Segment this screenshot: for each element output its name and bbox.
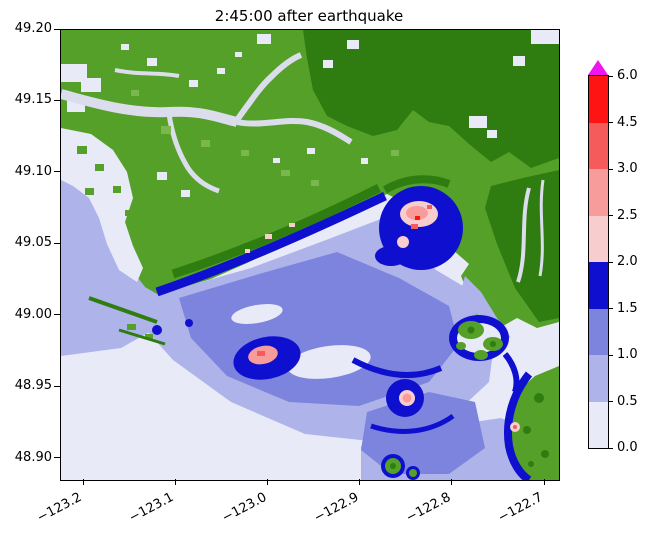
chart-title: 2:45:00 after earthquake: [214, 7, 404, 25]
y-tick-mark: [54, 242, 60, 244]
colorbar-tick-mark: [609, 75, 613, 77]
y-tick-label: 48.90: [14, 449, 52, 465]
colorbar-tick-mark: [609, 261, 613, 263]
colorbar-tick-label: 1.0: [617, 347, 638, 362]
colorbar-tick-mark: [609, 447, 613, 449]
colorbar-tick-label: 2.0: [617, 254, 638, 269]
x-tick-label: −123.1: [127, 489, 177, 526]
colorbar-tick-mark: [609, 401, 613, 402]
colorbar-tick-mark: [609, 215, 613, 216]
y-tick-mark: [54, 28, 60, 30]
colorbar-tick-label: 3.0: [617, 161, 638, 176]
colorbar-tick-label: 1.5: [617, 300, 638, 316]
colorbar-tick-label: 6.0: [617, 68, 638, 83]
y-tick-label: 49.20: [14, 21, 52, 36]
x-tick-label: −122.8: [403, 489, 454, 526]
colorbar-tick-mark: [609, 122, 613, 123]
colorbar-segment: [589, 354, 608, 402]
colorbar-over-arrow: [588, 60, 608, 75]
wave-bright-red-layer: [415, 216, 420, 220]
noise-lightgreen-layer: [131, 90, 399, 186]
x-tick-label: −122.9: [311, 489, 362, 526]
x-tick-mark: [267, 479, 268, 485]
colorbar-tick-mark: [609, 354, 613, 356]
colorbar-segment: [589, 168, 608, 216]
x-tick-mark: [82, 479, 84, 485]
x-tick-mark: [174, 479, 176, 485]
shallow-bank-layer: [231, 304, 371, 379]
noise-pale-layer: [121, 44, 368, 164]
tidal-flats-layer: [61, 30, 559, 282]
y-tick-mark: [54, 385, 60, 387]
colorbar-tick-label: 2.5: [617, 207, 638, 223]
colorbar-segment: [589, 122, 608, 169]
map-canvas: [61, 30, 559, 480]
colorbar-bar: [588, 75, 609, 449]
colorbar: 0.0 0.5 1.0 1.5 2.0 2.5 3.0 4.5 6.0: [588, 60, 646, 470]
y-tick-mark: [54, 314, 60, 316]
x-tick-label: −122.7: [495, 489, 546, 526]
jetty-layer: [88, 296, 166, 346]
x-tick-mark: [543, 479, 545, 485]
colorbar-tick-mark: [609, 168, 613, 170]
island-dark-spots-layer: [390, 326, 549, 469]
colorbar-segment: [589, 261, 608, 309]
x-tick-label: −123.2: [34, 489, 85, 526]
y-tick-mark: [54, 99, 60, 101]
x-tick-label: −123.0: [219, 489, 269, 526]
colorbar-segment: [589, 401, 608, 448]
y-tick-mark: [54, 171, 60, 173]
colorbar-tick-label: 0.5: [617, 393, 638, 409]
marsh-islet-layer: [77, 146, 133, 216]
y-tick-label: 49.00: [14, 306, 52, 322]
y-tick-label: 49.15: [14, 92, 52, 108]
y-tick-label: 48.95: [14, 378, 52, 394]
colorbar-segment: [589, 308, 608, 355]
y-tick-label: 49.10: [14, 163, 52, 179]
colorbar-tick-label: 0.0: [617, 440, 638, 455]
x-tick-mark: [451, 479, 453, 485]
land-dark-ridge-layer: [171, 175, 451, 279]
colorbar-segment: [589, 215, 608, 262]
y-tick-label: 49.05: [14, 235, 52, 251]
y-tick-mark: [54, 457, 60, 459]
corner-deep-edge-layer: [504, 371, 533, 480]
map-plot-area: [60, 29, 560, 481]
river-channels-layer: [61, 52, 545, 283]
wave-red-layer: [257, 205, 517, 429]
colorbar-tick-label: 4.5: [617, 114, 638, 130]
colorbar-tick-mark: [609, 308, 613, 309]
colorbar-segment: [589, 75, 608, 123]
x-tick-mark: [359, 479, 361, 485]
